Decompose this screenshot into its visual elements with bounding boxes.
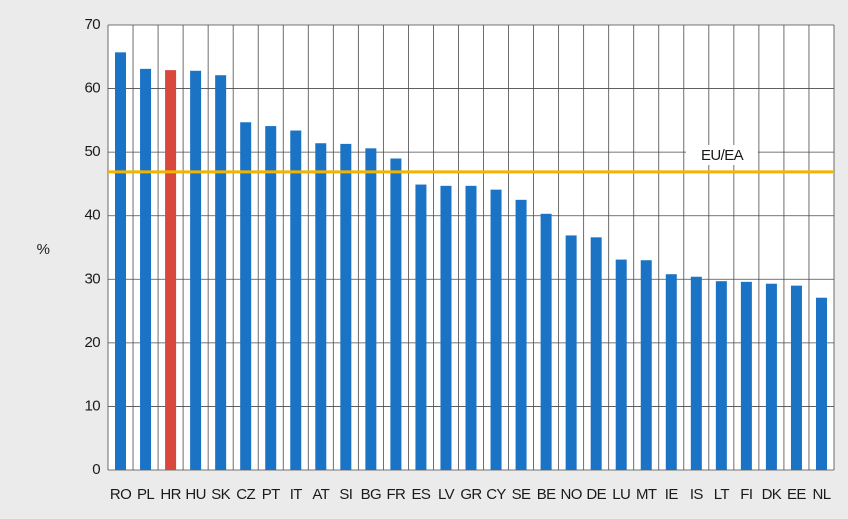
- reference-label: EU/EA: [701, 147, 744, 164]
- x-tick-label: DE: [586, 486, 606, 503]
- bar: [690, 276, 702, 470]
- bar: [165, 70, 177, 470]
- x-tick-label: CZ: [236, 486, 255, 503]
- y-tick-label: 10: [85, 397, 101, 414]
- x-tick-label: NL: [812, 486, 830, 503]
- x-tick-label: LV: [438, 486, 455, 503]
- y-tick-label: 30: [85, 270, 101, 287]
- x-tick-label: FI: [740, 486, 752, 503]
- bar: [290, 130, 302, 470]
- bar: [315, 143, 327, 470]
- y-tick-label: 50: [85, 143, 101, 160]
- x-tick-label: RO: [110, 486, 131, 503]
- x-tick-label: IS: [690, 486, 704, 503]
- y-tick-label: 60: [85, 80, 101, 97]
- y-tick-label: 20: [85, 334, 101, 351]
- bar: [190, 70, 202, 471]
- bar: [490, 189, 502, 470]
- y-tick-label: 40: [85, 207, 101, 224]
- bar: [790, 285, 802, 470]
- bar: [565, 235, 577, 470]
- bar: [665, 274, 677, 470]
- bar: [215, 75, 227, 470]
- bar: [640, 260, 652, 470]
- bar: [540, 213, 552, 471]
- x-tick-label: IE: [665, 486, 679, 503]
- x-tick-label: SI: [339, 486, 352, 503]
- x-tick-label: HR: [160, 486, 181, 503]
- bar: [415, 184, 427, 471]
- x-tick-label: AT: [312, 486, 329, 503]
- x-tick-label: MT: [636, 486, 657, 503]
- x-tick-label: PT: [262, 486, 280, 503]
- bar: [440, 185, 452, 471]
- bar: [815, 297, 827, 470]
- bar: [390, 158, 402, 470]
- bar: [365, 148, 377, 471]
- bar: [115, 52, 127, 470]
- bar: [265, 126, 277, 470]
- x-tick-label: NO: [560, 486, 581, 503]
- x-tick-label: ES: [412, 486, 431, 503]
- bar: [715, 281, 727, 470]
- bar: [515, 199, 527, 471]
- x-tick-label: SK: [211, 486, 230, 503]
- x-tick-label: GR: [460, 486, 482, 503]
- x-tick-label: BE: [537, 486, 556, 503]
- bar: [590, 237, 602, 470]
- bar: [340, 143, 352, 470]
- x-tick-label: LU: [612, 486, 630, 503]
- y-tick-label: 0: [92, 461, 100, 478]
- x-tick-label: SE: [512, 486, 531, 503]
- bar: [615, 259, 627, 470]
- bar: [465, 185, 477, 471]
- x-tick-label: LT: [714, 486, 730, 503]
- x-tick-label: DK: [762, 486, 782, 503]
- x-tick-label: EE: [787, 486, 806, 503]
- bar: [740, 281, 752, 470]
- bar: [140, 68, 152, 470]
- x-tick-label: PL: [137, 486, 154, 503]
- reference-label-bg: [686, 145, 758, 165]
- bar: [240, 122, 252, 470]
- x-tick-label: FR: [386, 486, 406, 503]
- x-tick-label: CY: [486, 486, 506, 503]
- x-tick-label: IT: [290, 486, 303, 503]
- x-tick-label: BG: [361, 486, 381, 503]
- y-axis-label: %: [37, 241, 50, 258]
- y-tick-label: 70: [85, 16, 101, 33]
- x-tick-label: HU: [185, 486, 205, 503]
- bar: [765, 283, 777, 470]
